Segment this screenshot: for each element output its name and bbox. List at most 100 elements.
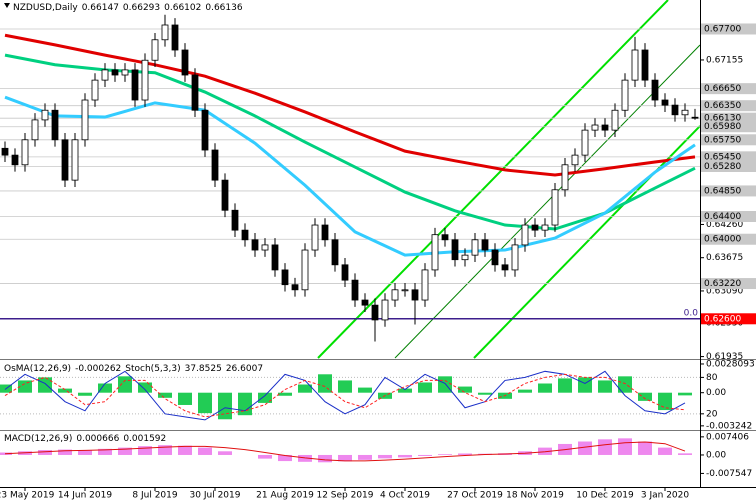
- candle-body: [231, 209, 239, 231]
- level-box: [701, 121, 756, 133]
- candle-body: [601, 124, 609, 131]
- annotation: 0.0: [684, 308, 699, 318]
- x-tick-label: 27 Oct 2019: [447, 491, 503, 501]
- level-box: [701, 112, 756, 124]
- histogram-bar: [98, 383, 112, 393]
- histogram-bar: [598, 439, 612, 455]
- level-label: 0.64850: [704, 186, 741, 196]
- header-icon: [4, 3, 10, 8]
- histogram-bar: [398, 388, 412, 393]
- histogram-bar: [538, 383, 552, 393]
- level-label: 0.66130: [704, 114, 741, 124]
- candle-body: [111, 69, 119, 76]
- header-item: NZDUSD,Daily: [13, 3, 78, 13]
- histogram-bar: [358, 454, 372, 460]
- x-tick-label: 10 Dec 2019: [576, 491, 634, 501]
- trend-channel: [317, 0, 669, 359]
- histogram-bar: [258, 392, 272, 403]
- x-tick-label: 30 Jul 2019: [190, 491, 241, 501]
- level-label: 0.65280: [704, 162, 741, 172]
- histogram-bar: [578, 377, 592, 393]
- candle-body: [481, 239, 489, 251]
- candle-body: [341, 264, 349, 281]
- histogram-bar: [298, 384, 312, 393]
- level-label: 0.64400: [704, 212, 741, 222]
- pane-title-item: Stoch(5,3,3): [125, 364, 180, 374]
- y-tick-label: 0.67155: [706, 55, 743, 65]
- indicator-line: [4, 441, 686, 462]
- level-box: [701, 233, 756, 245]
- pane-title-item: 0.001592: [123, 434, 166, 444]
- histogram-bar: [438, 376, 452, 393]
- candle-body: [461, 254, 469, 261]
- y-tick-label: 0.61935: [706, 352, 743, 362]
- y-tick-label: -0.007547: [706, 469, 752, 479]
- y-tick-label: 0.63675: [706, 253, 743, 263]
- candle-body: [181, 49, 189, 76]
- candle-body: [81, 99, 89, 141]
- candle-body: [431, 234, 439, 271]
- candle-body: [681, 109, 689, 116]
- x-tick-label: 14 Jun 2019: [58, 491, 112, 501]
- candle-body: [411, 289, 419, 301]
- pane-title-item: -0.000262: [75, 364, 121, 374]
- histogram-bar: [198, 447, 212, 455]
- y-tick-label: 0.63090: [706, 286, 743, 296]
- histogram-bar: [278, 454, 292, 462]
- histogram-bar: [418, 382, 432, 393]
- candle-body: [51, 109, 59, 141]
- trend-line: [394, 44, 701, 359]
- candle-body: [371, 304, 379, 321]
- histogram-bar: [118, 447, 132, 455]
- histogram-bar: [158, 445, 172, 455]
- candle-body: [671, 104, 679, 116]
- histogram-bar: [618, 376, 632, 393]
- candle-body: [131, 69, 139, 101]
- histogram-bar: [578, 441, 592, 455]
- histogram-bar: [158, 392, 172, 398]
- indicator-line: [4, 373, 686, 418]
- candle-body: [331, 239, 339, 266]
- histogram-bar: [198, 392, 212, 414]
- level-label: 0.64000: [704, 235, 741, 245]
- header-item: 0.66293: [123, 3, 160, 13]
- pane-title-item: 26.6007: [226, 364, 263, 374]
- candle-body: [441, 234, 449, 241]
- candle-body: [541, 224, 549, 231]
- candle-body: [491, 249, 499, 266]
- candle-body: [471, 239, 479, 256]
- histogram-bar: [338, 380, 352, 393]
- candle-body: [661, 99, 669, 106]
- candle-body: [31, 119, 39, 141]
- x-tick-label: 3 Jan 2020: [641, 491, 689, 501]
- pane-title-item: OsMA(12,26,9): [4, 364, 71, 374]
- level-label: 0.65450: [704, 152, 741, 162]
- histogram-bar: [658, 447, 672, 455]
- histogram-bar: [218, 392, 232, 420]
- histogram-bar: [178, 392, 192, 405]
- candle-body: [201, 109, 209, 151]
- candle-body: [501, 264, 509, 271]
- candle-body: [321, 224, 329, 241]
- level-box: [701, 100, 756, 112]
- support-box: [701, 313, 756, 325]
- x-tick-label: 18 Nov 2019: [506, 491, 564, 501]
- x-tick-label: 4 Oct 2019: [380, 491, 430, 501]
- x-tick-label: 12 Sep 2019: [316, 491, 373, 501]
- candle-body: [451, 239, 459, 261]
- histogram-bar: [338, 454, 352, 462]
- histogram-bar: [358, 387, 372, 393]
- pane-title-item: MACD(12,26,9): [4, 434, 72, 444]
- level-box: [701, 23, 756, 35]
- candle-body: [391, 289, 399, 301]
- y-tick-label: 0.0028093: [706, 359, 755, 369]
- candle-body: [531, 224, 539, 231]
- level-box: [701, 211, 756, 223]
- histogram-bar: [318, 374, 332, 393]
- histogram-bar: [118, 376, 132, 393]
- candle-body: [91, 79, 99, 101]
- candle-body: [161, 24, 169, 41]
- candle-body: [651, 79, 659, 101]
- candle-body: [1, 147, 9, 156]
